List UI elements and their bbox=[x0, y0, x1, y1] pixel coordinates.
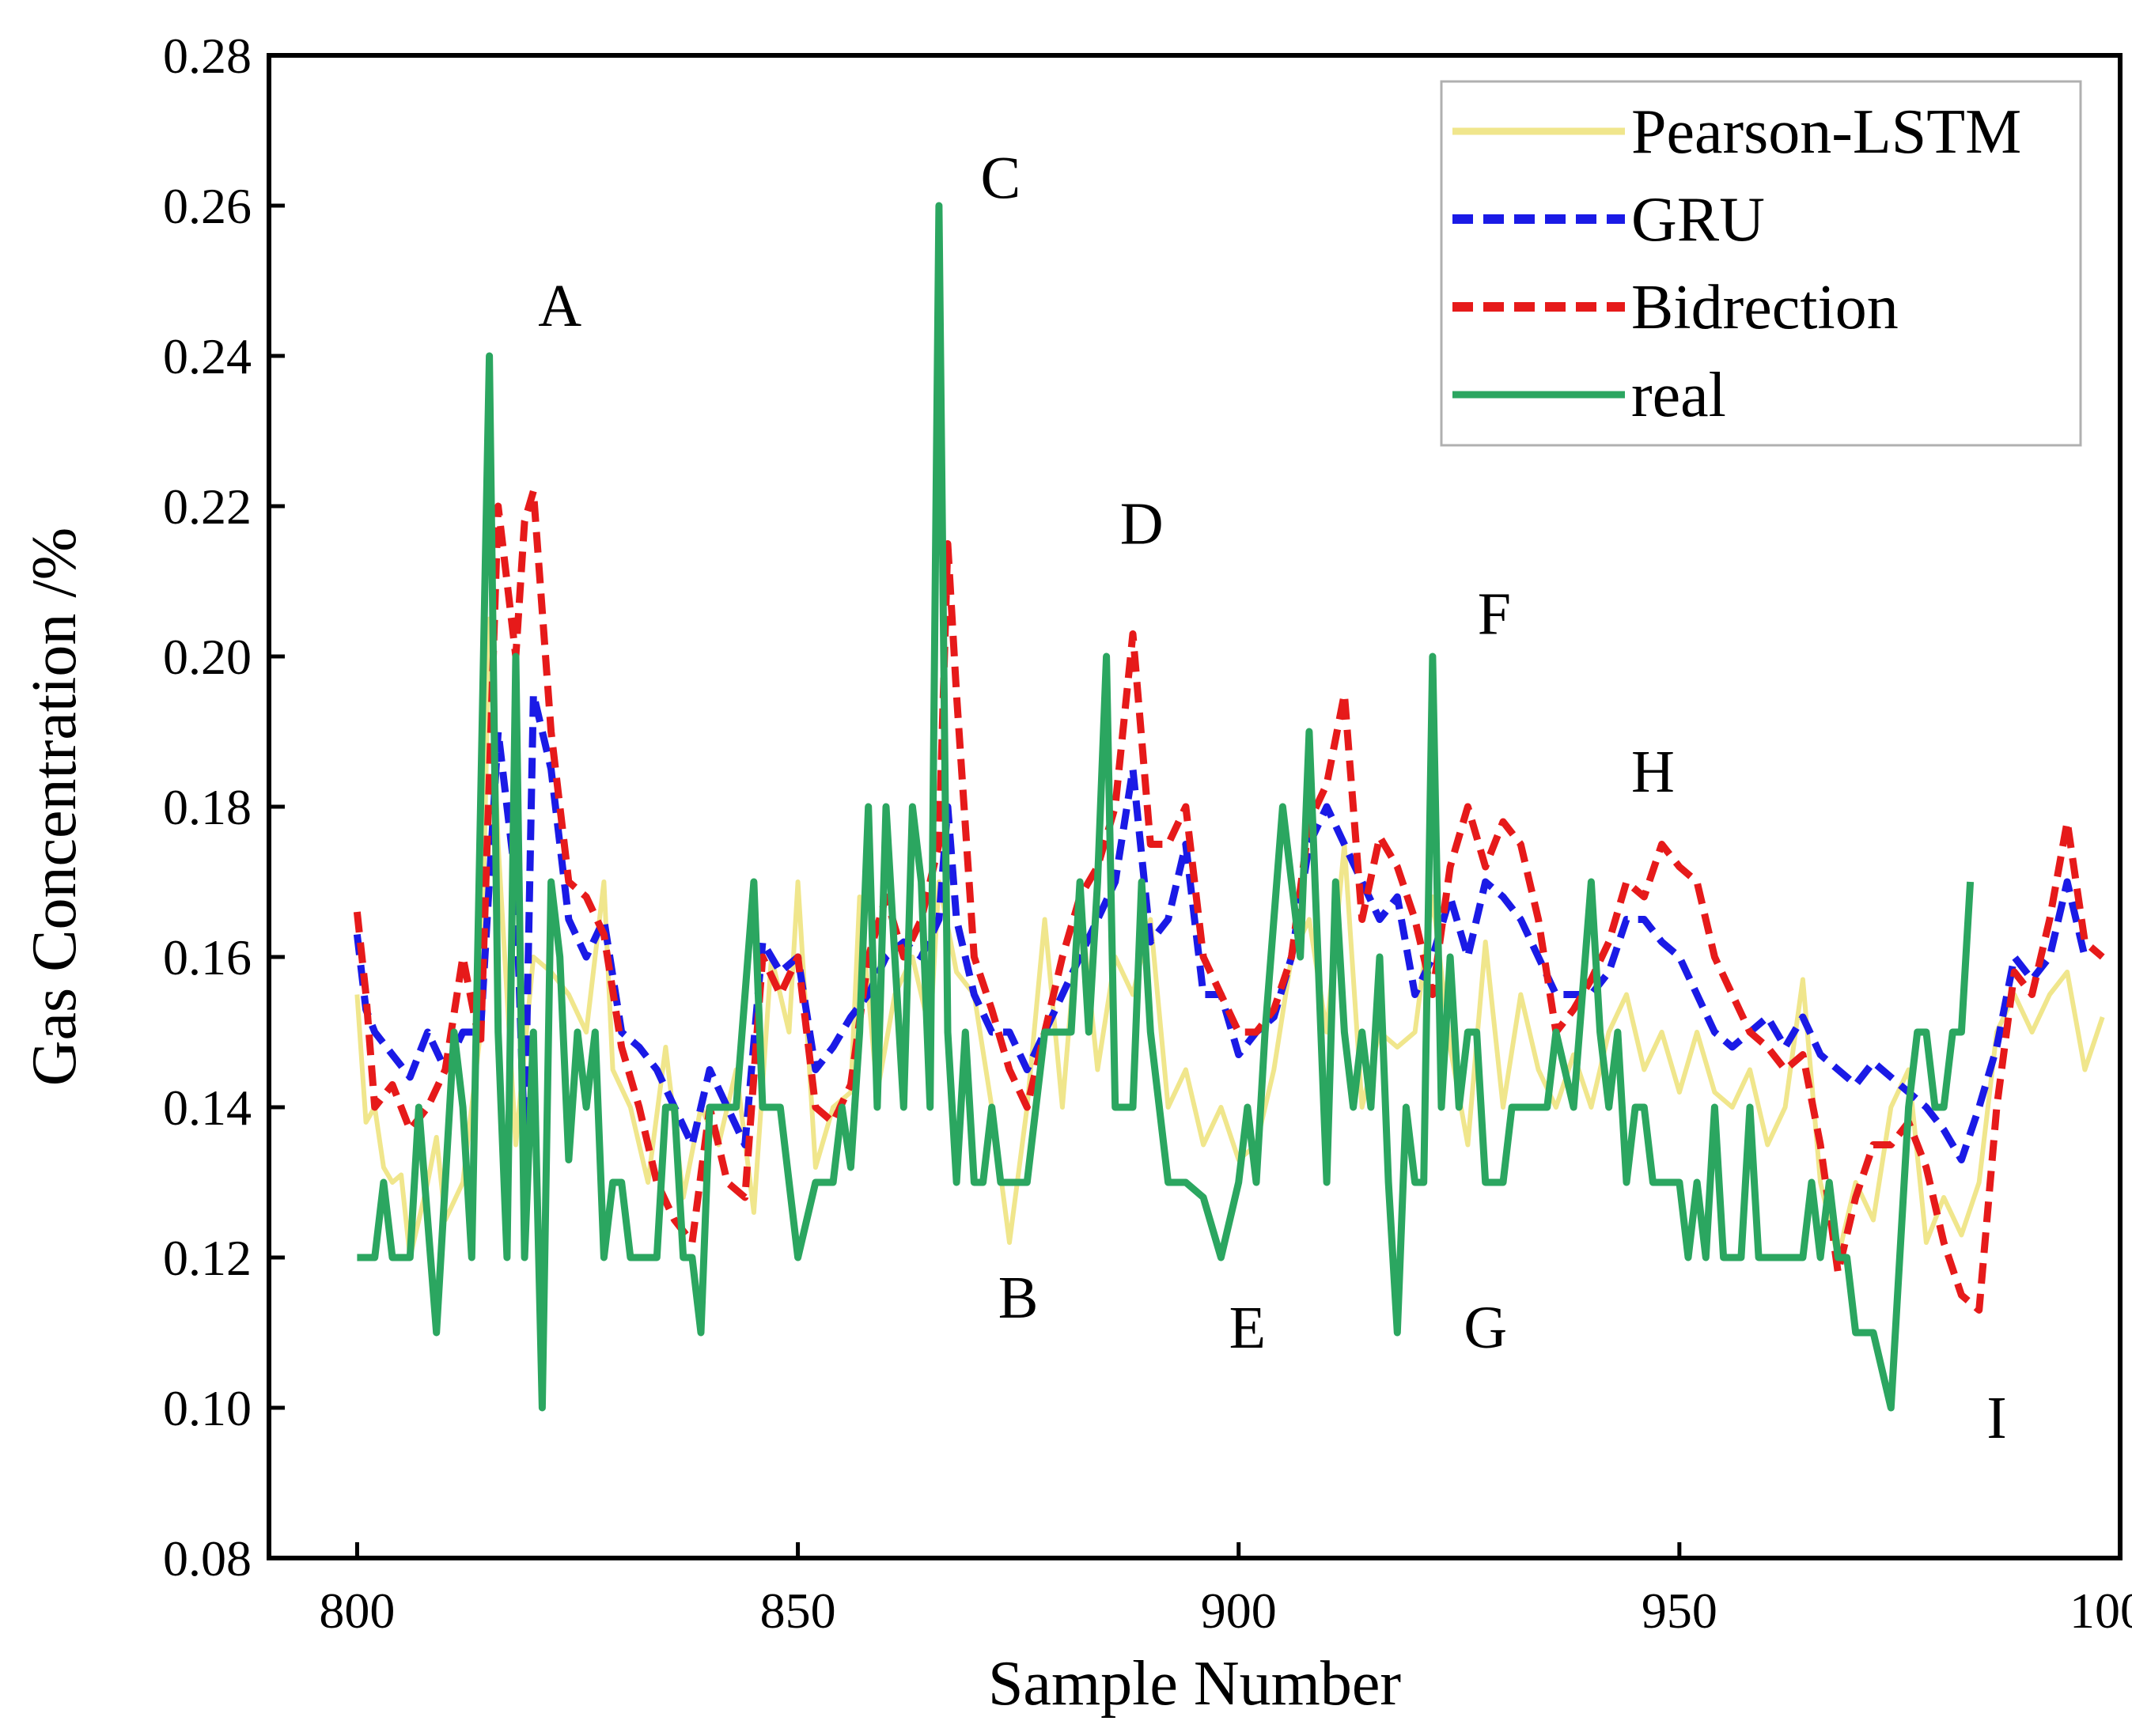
y-tick-label: 0.22 bbox=[163, 478, 252, 535]
y-tick-label: 0.20 bbox=[163, 629, 252, 685]
x-tick-label: 900 bbox=[1201, 1583, 1277, 1639]
legend-label-real: real bbox=[1631, 361, 1726, 430]
annotation-i: I bbox=[1986, 1385, 2006, 1451]
y-tick-label: 0.26 bbox=[163, 178, 252, 234]
y-tick-label: 0.10 bbox=[163, 1380, 252, 1436]
y-tick-label: 0.24 bbox=[163, 328, 252, 384]
x-tick-label: 950 bbox=[1642, 1583, 1717, 1639]
legend-box bbox=[1440, 80, 2082, 447]
y-tick-label: 0.18 bbox=[163, 779, 252, 835]
plot-data-layer bbox=[353, 202, 2105, 1412]
series-line-bidrection bbox=[353, 487, 2105, 1314]
legend-label-pearson-lstm: Pearson-LSTM bbox=[1631, 97, 2021, 167]
annotation-g: G bbox=[1464, 1295, 1507, 1361]
x-tick-label: 800 bbox=[319, 1583, 395, 1639]
annotation-b: B bbox=[998, 1265, 1039, 1331]
annotation-e: E bbox=[1229, 1295, 1266, 1361]
annotation-d: D bbox=[1120, 491, 1164, 558]
x-tick-label: 1000 bbox=[2070, 1583, 2132, 1639]
annotation-a: A bbox=[538, 273, 581, 339]
annotation-h: H bbox=[1631, 739, 1675, 805]
axes-layer: 800 850 900 950 1000 0.08 0.10 0.12 0.14 0.16 0.18… bbox=[20, 28, 2132, 1719]
y-axis-title: Gas Concentration /% bbox=[20, 528, 89, 1086]
y-tick-label: 0.08 bbox=[163, 1530, 252, 1587]
annotations-layer: A B C D E F G H I bbox=[538, 146, 2006, 1452]
series-line-real bbox=[357, 202, 1975, 1412]
annotation-c: C bbox=[981, 146, 1021, 212]
legend-label-gru: GRU bbox=[1631, 185, 1765, 255]
legend: Pearson-LSTM GRU Bidrection real bbox=[1440, 80, 2082, 447]
series-line-pearson-lstm bbox=[354, 616, 2105, 1260]
y-tick-label: 0.28 bbox=[163, 28, 252, 84]
x-axis-title: Sample Number bbox=[988, 1649, 1401, 1719]
series-line-gru bbox=[353, 690, 2088, 1163]
x-tick-label: 850 bbox=[760, 1583, 836, 1639]
legend-label-bidrection: Bidrection bbox=[1631, 273, 1899, 342]
y-tick-label: 0.12 bbox=[163, 1230, 252, 1286]
y-tick-label: 0.14 bbox=[163, 1080, 252, 1136]
y-tick-label: 0.16 bbox=[163, 929, 252, 985]
annotation-f: F bbox=[1478, 581, 1511, 648]
